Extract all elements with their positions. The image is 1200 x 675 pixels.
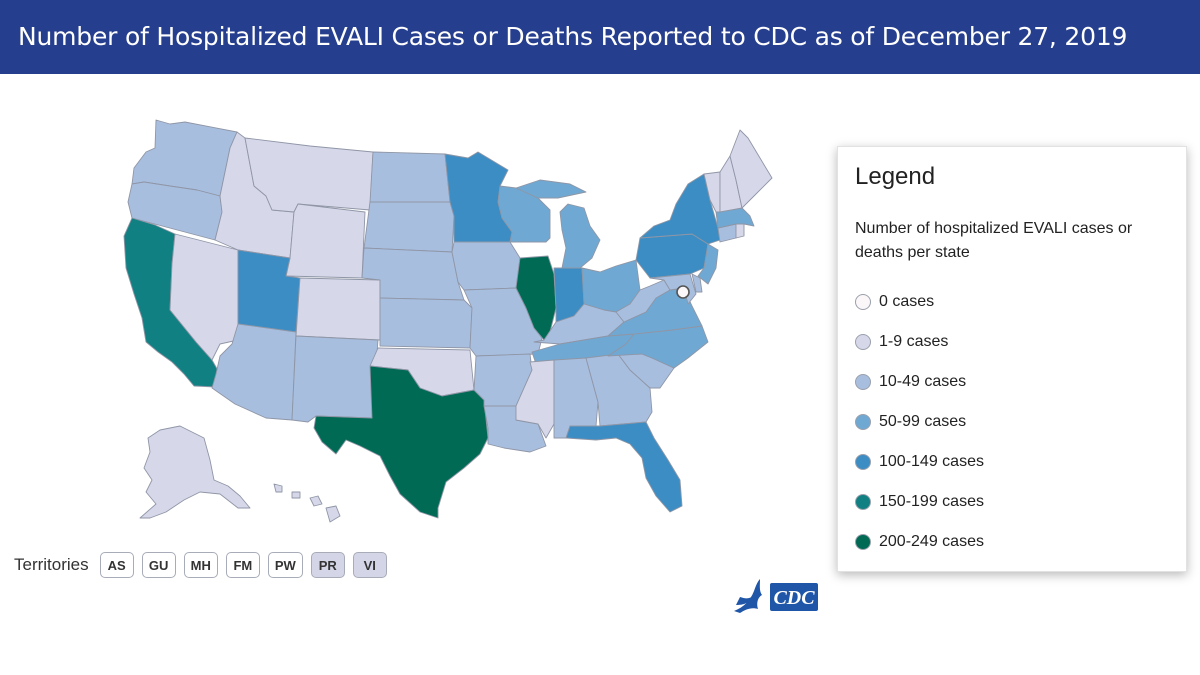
state-South Dakota[interactable] <box>363 201 455 253</box>
state-Colorado[interactable] <box>295 277 381 341</box>
state-West Virginia[interactable] <box>615 279 671 323</box>
territories-bar: Territories AS GU MH FM PW PR VI <box>14 551 395 579</box>
cdc-logo: CDC <box>734 579 818 613</box>
legend-swatch <box>855 294 871 310</box>
state-New Mexico[interactable] <box>291 335 379 423</box>
legend-item: 1-9 cases <box>855 331 948 353</box>
legend-swatch <box>855 454 871 470</box>
legend-item: 50-99 cases <box>855 411 966 433</box>
state-Rhode Island[interactable] <box>735 223 745 239</box>
state-Wyoming[interactable] <box>285 203 366 279</box>
legend-item: 200-249 cases <box>855 531 984 553</box>
legend-label: 200-249 cases <box>879 533 984 550</box>
territory-button-vi[interactable]: VI <box>352 552 387 578</box>
territory-button-gu[interactable]: GU <box>141 552 176 578</box>
state-Vermont[interactable] <box>703 171 721 213</box>
state-Delaware[interactable] <box>691 273 703 293</box>
state-Hawaii[interactable] <box>273 483 341 523</box>
territories-label: Territories <box>14 555 89 574</box>
legend-label: 10-49 cases <box>879 373 967 390</box>
state-North Dakota[interactable] <box>369 151 451 203</box>
legend-swatch <box>855 534 871 550</box>
legend-label: 150-199 cases <box>879 493 984 510</box>
territory-button-pr[interactable]: PR <box>310 552 345 578</box>
state-Iowa[interactable] <box>451 241 521 291</box>
legend-swatch <box>855 374 871 390</box>
legend-label: 50-99 cases <box>879 413 967 430</box>
legend-label: 0 cases <box>879 293 935 310</box>
state-New Jersey[interactable] <box>697 243 719 285</box>
page-title: Number of Hospitalized EVALI Cases or De… <box>18 22 1128 51</box>
state-Florida[interactable] <box>565 421 683 513</box>
legend-swatch <box>855 494 871 510</box>
legend-subtitle: Number of hospitalized EVALI cases or de… <box>855 220 1133 261</box>
territory-button-as[interactable]: AS <box>99 552 134 578</box>
legend-panel: Legend Number of hospitalized EVALI case… <box>837 146 1187 572</box>
hhs-eagle-icon <box>734 579 762 613</box>
legend-label: 1-9 cases <box>879 333 949 350</box>
legend-item: 100-149 cases <box>855 451 984 473</box>
territory-button-pw[interactable]: PW <box>267 552 303 578</box>
legend-swatch <box>855 334 871 350</box>
header-bar: Number of Hospitalized EVALI Cases or De… <box>0 0 1200 74</box>
legend-item: 10-49 cases <box>855 371 966 393</box>
cdc-logo-text: CDC <box>773 587 815 609</box>
legend-item: 150-199 cases <box>855 491 984 513</box>
state-Alaska[interactable] <box>139 425 251 519</box>
state-District of Columbia[interactable] <box>676 285 690 299</box>
state-Maine[interactable] <box>729 129 773 209</box>
state-Texas[interactable] <box>313 365 489 519</box>
legend-label: 100-149 cases <box>879 453 984 470</box>
legend-title: Legend <box>855 163 936 190</box>
territory-button-mh[interactable]: MH <box>183 552 218 578</box>
state-Pennsylvania[interactable] <box>635 233 709 279</box>
territory-button-fm[interactable]: FM <box>225 552 260 578</box>
us-map <box>60 108 780 538</box>
state-Massachusetts[interactable] <box>715 207 755 229</box>
legend-swatch <box>855 414 871 430</box>
legend-item: 0 cases <box>855 291 934 313</box>
state-Kansas[interactable] <box>379 297 473 349</box>
